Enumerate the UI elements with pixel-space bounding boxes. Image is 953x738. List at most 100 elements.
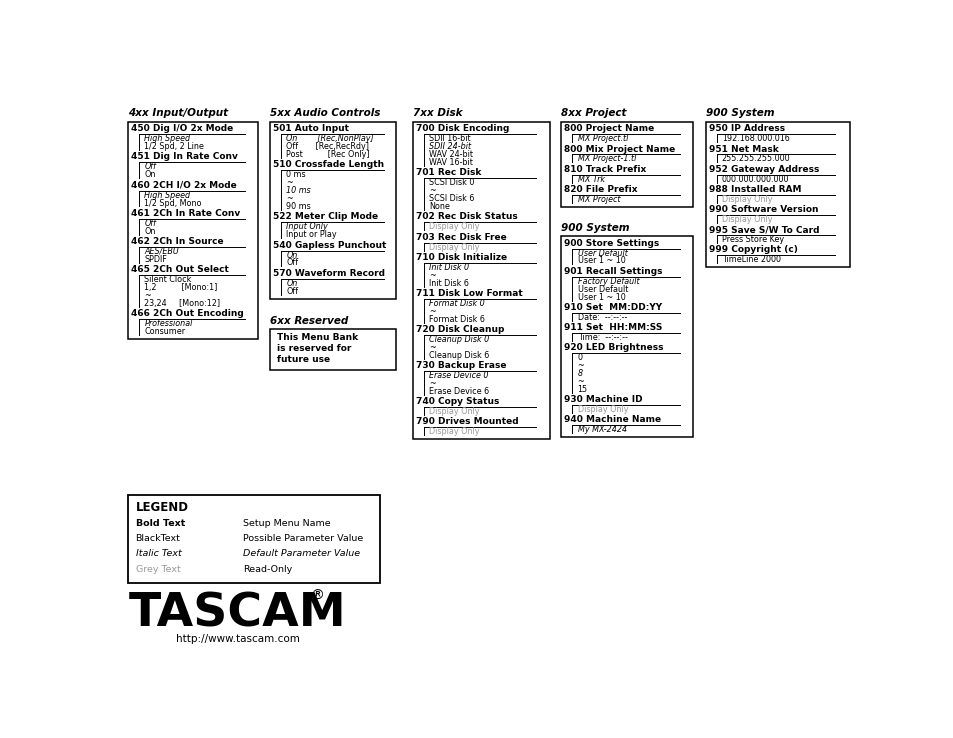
Text: Silent Clock: Silent Clock	[144, 275, 192, 284]
Text: 800 Project Name: 800 Project Name	[564, 125, 654, 134]
Text: Possible Parameter Value: Possible Parameter Value	[242, 534, 362, 543]
Text: Display Only: Display Only	[429, 407, 479, 416]
Text: User 1 ~ 10: User 1 ~ 10	[577, 292, 625, 302]
Text: On: On	[286, 250, 297, 260]
Text: 710 Disk Initialize: 710 Disk Initialize	[416, 253, 506, 262]
Text: 701 Rec Disk: 701 Rec Disk	[416, 168, 480, 177]
Text: 720 Disk Cleanup: 720 Disk Cleanup	[416, 325, 503, 334]
Text: 995 Save S/W To Card: 995 Save S/W To Card	[708, 225, 819, 234]
Text: WAV 16-bit: WAV 16-bit	[429, 158, 473, 168]
Text: 15: 15	[577, 385, 587, 394]
Text: 1/2 Spd, Mono: 1/2 Spd, Mono	[144, 199, 202, 207]
Text: 466 2Ch Out Encoding: 466 2Ch Out Encoding	[131, 309, 244, 318]
Text: This Menu Bank: This Menu Bank	[277, 333, 358, 342]
Text: 10 ms: 10 ms	[286, 186, 311, 196]
Text: Erase Device 6: Erase Device 6	[429, 387, 489, 396]
Text: ~: ~	[429, 186, 436, 196]
Text: 450 Dig I/O 2x Mode: 450 Dig I/O 2x Mode	[131, 125, 233, 134]
Text: Input or Play: Input or Play	[286, 230, 336, 239]
Text: On: On	[144, 170, 155, 179]
Text: ~: ~	[429, 379, 436, 388]
Text: LEGEND: LEGEND	[135, 500, 189, 514]
Text: 7xx Disk: 7xx Disk	[413, 108, 462, 119]
Text: 711 Disk Low Format: 711 Disk Low Format	[416, 289, 522, 298]
Text: 911 Set  HH:MM:SS: 911 Set HH:MM:SS	[564, 323, 662, 332]
Text: On: On	[144, 227, 155, 235]
Text: Display Only: Display Only	[429, 222, 479, 232]
Text: User 1 ~ 10: User 1 ~ 10	[577, 257, 625, 266]
Text: Display Only: Display Only	[577, 405, 627, 414]
Text: 522 Meter Clip Mode: 522 Meter Clip Mode	[273, 213, 377, 221]
Text: Time:  --:--:--: Time: --:--:--	[577, 333, 627, 342]
Text: None: None	[429, 202, 450, 211]
Text: 4xx Input/Output: 4xx Input/Output	[128, 108, 228, 119]
Text: future use: future use	[277, 355, 331, 364]
Text: Date:  --:--:--: Date: --:--:--	[577, 313, 626, 322]
Text: On        [Rec,NonPlay]: On [Rec,NonPlay]	[286, 134, 374, 143]
Text: 990 Software Version: 990 Software Version	[708, 205, 817, 214]
Text: http://www.tascam.com: http://www.tascam.com	[175, 634, 299, 644]
Text: User Default: User Default	[577, 249, 627, 258]
Bar	[128, 495, 379, 583]
Text: Off: Off	[144, 162, 156, 171]
Text: 23,24     [Mono:12]: 23,24 [Mono:12]	[144, 299, 220, 308]
Text: 702 Rec Disk Status: 702 Rec Disk Status	[416, 213, 517, 221]
Bar	[128, 122, 257, 339]
Text: 8xx Project: 8xx Project	[560, 108, 626, 119]
Text: 901 Recall Settings: 901 Recall Settings	[564, 266, 662, 276]
Text: AES/EBU: AES/EBU	[144, 246, 179, 256]
Text: Factory Default: Factory Default	[577, 277, 639, 286]
Text: 730 Backup Erase: 730 Backup Erase	[416, 361, 506, 370]
Text: TimeLine 2000: TimeLine 2000	[721, 255, 780, 264]
Text: 8: 8	[577, 369, 582, 378]
Text: is reserved for: is reserved for	[277, 344, 352, 353]
Text: MX Trk: MX Trk	[577, 175, 604, 184]
Text: Grey Text: Grey Text	[135, 565, 180, 573]
Text: 940 Machine Name: 940 Machine Name	[564, 415, 660, 424]
Text: 810 Track Prefix: 810 Track Prefix	[564, 165, 646, 173]
Text: 461 2Ch In Rate Conv: 461 2Ch In Rate Conv	[131, 209, 240, 218]
Text: Post          [Rec Only]: Post [Rec Only]	[286, 151, 370, 159]
Text: Consumer: Consumer	[144, 327, 185, 336]
Text: 700 Disk Encoding: 700 Disk Encoding	[416, 125, 509, 134]
Text: Professional: Professional	[144, 319, 193, 328]
Text: Setup Menu Name: Setup Menu Name	[242, 519, 330, 528]
Text: 000.000.000.000: 000.000.000.000	[721, 175, 788, 184]
Text: Read-Only: Read-Only	[242, 565, 292, 573]
Text: 703 Rec Disk Free: 703 Rec Disk Free	[416, 232, 506, 241]
Text: 6xx Reserved: 6xx Reserved	[270, 316, 348, 325]
Text: SCSI Disk 6: SCSI Disk 6	[429, 194, 474, 203]
Bar	[270, 122, 395, 299]
Text: 988 Installed RAM: 988 Installed RAM	[708, 185, 801, 194]
Text: 1,2          [Mono:1]: 1,2 [Mono:1]	[144, 283, 217, 292]
Text: Erase Device 0: Erase Device 0	[429, 371, 488, 380]
Text: SPDIF: SPDIF	[144, 255, 167, 263]
Text: Input Only: Input Only	[286, 222, 328, 232]
Text: 930 Machine ID: 930 Machine ID	[564, 395, 642, 404]
Text: MX Project.tl: MX Project.tl	[577, 134, 627, 143]
Text: Format Disk 6: Format Disk 6	[429, 314, 484, 324]
Text: ~: ~	[577, 361, 584, 370]
Text: 462 2Ch In Source: 462 2Ch In Source	[131, 237, 223, 246]
Text: SDII 24-bit: SDII 24-bit	[429, 142, 471, 151]
Text: TASCAM: TASCAM	[129, 591, 346, 636]
Text: 5xx Audio Controls: 5xx Audio Controls	[270, 108, 380, 119]
Text: BlackText: BlackText	[135, 534, 180, 543]
Text: 800 Mix Project Name: 800 Mix Project Name	[564, 145, 675, 154]
Text: Cleanup Disk 6: Cleanup Disk 6	[429, 351, 489, 360]
Text: WAV 24-bit: WAV 24-bit	[429, 151, 473, 159]
Text: 0: 0	[577, 353, 582, 362]
Bar	[270, 329, 395, 370]
Text: Display Only: Display Only	[429, 243, 479, 252]
Text: 920 LED Brightness: 920 LED Brightness	[564, 343, 663, 352]
Text: 740 Copy Status: 740 Copy Status	[416, 397, 498, 406]
Text: ®: ®	[310, 589, 323, 603]
Text: Off: Off	[144, 218, 156, 228]
Bar	[413, 122, 549, 439]
Text: 900 Store Settings: 900 Store Settings	[564, 238, 659, 247]
Text: ~: ~	[429, 343, 436, 352]
Text: Off       [Rec,RecRdy]: Off [Rec,RecRdy]	[286, 142, 369, 151]
Text: 540 Gapless Punchout: 540 Gapless Punchout	[273, 241, 386, 249]
Bar	[560, 236, 692, 437]
Text: Display Only: Display Only	[429, 427, 479, 436]
